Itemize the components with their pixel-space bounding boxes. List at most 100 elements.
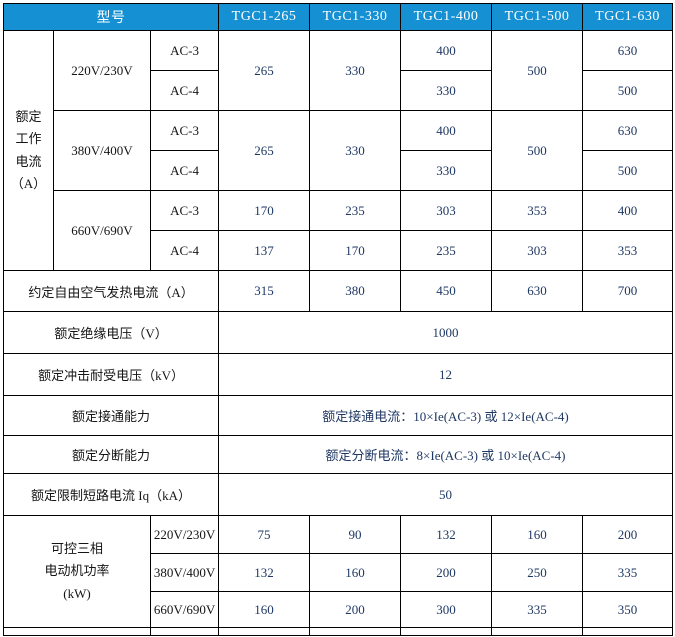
motor-power-660-row: 660V/690V 160 200 300 335 350 <box>4 591 674 628</box>
voltage-label-380: 380V/400V <box>53 110 151 191</box>
value-cell: 315 <box>218 270 311 312</box>
short-circuit-current-value: 50 <box>218 473 674 516</box>
breaking-capacity-label: 额定分断能力 <box>2 435 220 474</box>
impulse-voltage-value: 12 <box>218 353 674 396</box>
value-cell: 250 <box>491 553 584 592</box>
rated-current-380-ac4-row: AC-4 330 500 <box>4 150 674 191</box>
value-cell: 200 <box>400 553 493 592</box>
making-capacity-label: 额定接通能力 <box>2 395 220 436</box>
value-cell: 90 <box>309 515 402 554</box>
value-cell: 700 <box>582 270 674 312</box>
value-cell: 200 <box>582 515 674 554</box>
header-row: 型号 TGC1-265 TGC1-330 TGC1-400 TGC1-500 T… <box>2 3 674 31</box>
utilization-category-ac3: AC-3 <box>149 30 220 71</box>
value-cell: 235 <box>309 190 402 231</box>
value-cell: 400 <box>582 190 674 231</box>
value-cell: 353 <box>491 190 584 231</box>
value-cell: 170 <box>218 190 311 231</box>
utilization-category-ac4: AC-4 <box>149 70 220 111</box>
value-cell: 335 <box>582 553 674 592</box>
partial-next-row <box>3 627 674 636</box>
voltage-label-660: 660V/690V <box>149 591 220 628</box>
value-cell: 500 <box>491 30 584 111</box>
value-cell: 265 <box>218 30 311 111</box>
value-cell: 400 <box>400 30 493 71</box>
voltage-label-660: 660V/690V <box>53 190 151 271</box>
short-circuit-current-row: 额定限制短路电流 Iq（kA） 50 <box>2 473 674 516</box>
value-cell: 75 <box>218 515 311 554</box>
value-cell: 303 <box>400 190 493 231</box>
value-cell: 500 <box>582 150 674 191</box>
value-cell: 160 <box>309 553 402 592</box>
utilization-category-ac4: AC-4 <box>149 230 220 271</box>
value-cell: 330 <box>309 110 402 191</box>
breaking-capacity-row: 额定分断能力 额定分断电流：8×Ie(AC-3) 或 10×Ie(AC-4) <box>2 435 674 474</box>
value-cell: 137 <box>218 230 311 271</box>
voltage-label-220: 220V/230V <box>149 515 220 554</box>
column-header-tgc1-400: TGC1-400 <box>400 3 493 31</box>
motor-power-220-row: 可控三相 电动机功率 (kW) 220V/230V 75 90 132 160 … <box>3 515 674 628</box>
contactor-spec-table: 型号 TGC1-265 TGC1-330 TGC1-400 TGC1-500 T… <box>2 3 674 636</box>
value-cell: 353 <box>582 230 674 271</box>
value-cell: 132 <box>400 515 493 554</box>
column-header-tgc1-500: TGC1-500 <box>491 3 584 31</box>
value-cell: 200 <box>309 591 402 628</box>
value-cell: 235 <box>400 230 493 271</box>
insulation-voltage-label: 额定绝缘电压（V） <box>2 311 220 354</box>
voltage-label-380: 380V/400V <box>149 553 220 592</box>
voltage-label-220: 220V/230V <box>53 30 151 111</box>
motor-power-380-row: 380V/400V 132 160 200 250 335 <box>4 553 674 592</box>
empty-cell <box>400 627 493 636</box>
making-capacity-row: 额定接通能力 额定接通电流：10×Ie(AC-3) 或 12×Ie(AC-4) <box>2 395 674 436</box>
value-cell: 265 <box>218 110 311 191</box>
value-cell: 330 <box>400 150 493 191</box>
thermal-current-row: 约定自由空气发热电流（A） 315 380 450 630 700 <box>2 270 674 312</box>
rated-current-220-ac3-row: 额定 工作 电流 （A） 220V/230V AC-3 265 330 400 … <box>3 30 674 271</box>
thermal-current-label: 约定自由空气发热电流（A） <box>2 270 220 312</box>
value-cell: 160 <box>491 515 584 554</box>
column-header-tgc1-330: TGC1-330 <box>309 3 402 31</box>
empty-cell <box>309 627 402 636</box>
value-cell: 350 <box>582 591 674 628</box>
value-cell: 330 <box>400 70 493 111</box>
model-header-label: 型号 <box>2 3 220 31</box>
impulse-voltage-row: 额定冲击耐受电压（kV） 12 <box>2 353 674 396</box>
value-cell: 630 <box>491 270 584 312</box>
short-circuit-current-label: 额定限制短路电流 Iq（kA） <box>2 473 220 516</box>
column-header-tgc1-265: TGC1-265 <box>218 3 311 31</box>
empty-cell <box>3 627 151 636</box>
insulation-voltage-row: 额定绝缘电压（V） 1000 <box>2 311 674 354</box>
insulation-voltage-value: 1000 <box>218 311 674 354</box>
motor-power-section-label: 可控三相 电动机功率 (kW) <box>3 515 151 628</box>
value-cell: 500 <box>491 110 584 191</box>
column-header-tgc1-630: TGC1-630 <box>582 3 674 31</box>
rated-current-660-ac4-row: AC-4 137 170 235 303 353 <box>4 230 674 271</box>
empty-cell <box>218 627 311 636</box>
value-cell: 303 <box>491 230 584 271</box>
value-cell: 170 <box>309 230 402 271</box>
value-cell: 450 <box>400 270 493 312</box>
value-cell: 160 <box>218 591 311 628</box>
rated-current-380-ac3-row: 380V/400V AC-3 265 330 400 500 630 <box>4 110 674 191</box>
breaking-capacity-value: 额定分断电流：8×Ie(AC-3) 或 10×Ie(AC-4) <box>218 435 674 474</box>
making-capacity-value: 额定接通电流：10×Ie(AC-3) 或 12×Ie(AC-4) <box>218 395 674 436</box>
utilization-category-ac3: AC-3 <box>149 110 220 151</box>
value-cell: 300 <box>400 591 493 628</box>
empty-cell <box>582 627 674 636</box>
value-cell: 380 <box>309 270 402 312</box>
rated-current-section-label: 额定 工作 电流 （A） <box>3 30 54 271</box>
utilization-category-ac3: AC-3 <box>149 190 220 231</box>
value-cell: 630 <box>582 30 674 71</box>
value-cell: 400 <box>400 110 493 151</box>
value-cell: 132 <box>218 553 311 592</box>
value-cell: 500 <box>582 70 674 111</box>
value-cell: 330 <box>309 30 402 111</box>
rated-current-660-ac3-row: 660V/690V AC-3 170 235 303 353 400 <box>4 190 674 271</box>
value-cell: 630 <box>582 110 674 151</box>
impulse-voltage-label: 额定冲击耐受电压（kV） <box>2 353 220 396</box>
value-cell: 335 <box>491 591 584 628</box>
empty-cell <box>149 627 220 636</box>
rated-current-220-ac4-row: AC-4 330 500 <box>4 70 674 111</box>
empty-cell <box>491 627 584 636</box>
